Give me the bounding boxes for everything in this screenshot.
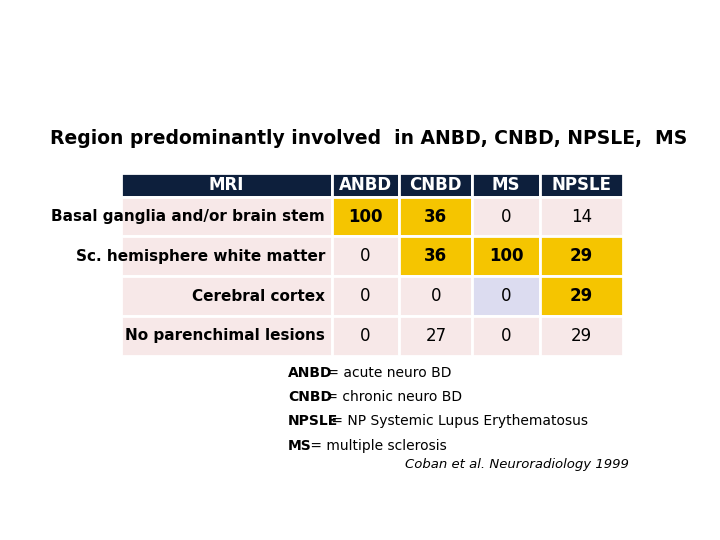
Text: NPSLE: NPSLE xyxy=(288,415,338,428)
Text: 36: 36 xyxy=(424,247,447,265)
Bar xyxy=(332,316,400,356)
Text: Basal ganglia and/or brain stem: Basal ganglia and/or brain stem xyxy=(51,209,325,224)
Bar xyxy=(472,173,540,197)
Text: MRI: MRI xyxy=(209,176,244,194)
Text: CNBD: CNBD xyxy=(410,176,462,194)
Bar xyxy=(121,173,332,197)
Text: 0: 0 xyxy=(360,247,371,265)
Bar xyxy=(121,316,332,356)
Text: NPSLE: NPSLE xyxy=(552,176,611,194)
Bar xyxy=(332,276,400,316)
Bar xyxy=(472,197,540,237)
Bar xyxy=(332,197,400,237)
Bar xyxy=(540,173,623,197)
Bar xyxy=(472,237,540,276)
Text: 100: 100 xyxy=(348,207,383,226)
Bar xyxy=(332,173,400,197)
Text: ANBD: ANBD xyxy=(288,366,333,380)
Text: = multiple sclerosis: = multiple sclerosis xyxy=(307,438,447,453)
Bar xyxy=(540,316,623,356)
Text: 36: 36 xyxy=(424,207,447,226)
Text: 0: 0 xyxy=(431,287,441,305)
Text: 100: 100 xyxy=(489,247,523,265)
Bar xyxy=(472,276,540,316)
Bar xyxy=(472,316,540,356)
Text: 27: 27 xyxy=(426,327,446,345)
Text: 29: 29 xyxy=(570,247,593,265)
Text: 29: 29 xyxy=(570,287,593,305)
Bar xyxy=(121,197,332,237)
Text: 14: 14 xyxy=(571,207,592,226)
Text: 0: 0 xyxy=(360,327,371,345)
Bar xyxy=(400,237,472,276)
Text: MS: MS xyxy=(492,176,521,194)
Text: MS: MS xyxy=(288,438,312,453)
Bar xyxy=(400,173,472,197)
Bar xyxy=(121,276,332,316)
Text: = chronic neuro BD: = chronic neuro BD xyxy=(322,390,462,404)
Text: Coban et al. Neuroradiology 1999: Coban et al. Neuroradiology 1999 xyxy=(405,458,629,471)
Text: CNBD: CNBD xyxy=(288,390,332,404)
Text: No parenchimal lesions: No parenchimal lesions xyxy=(125,328,325,343)
Text: 0: 0 xyxy=(501,327,511,345)
Bar xyxy=(400,276,472,316)
Bar xyxy=(121,237,332,276)
Bar xyxy=(540,276,623,316)
Bar xyxy=(332,237,400,276)
Text: Cerebral cortex: Cerebral cortex xyxy=(192,289,325,303)
Text: ANBD: ANBD xyxy=(339,176,392,194)
Bar xyxy=(400,197,472,237)
Text: 0: 0 xyxy=(501,207,511,226)
Text: = acute neuro BD: = acute neuro BD xyxy=(323,366,451,380)
Bar xyxy=(400,316,472,356)
Text: 29: 29 xyxy=(571,327,592,345)
Text: Sc. hemisphere white matter: Sc. hemisphere white matter xyxy=(76,249,325,264)
Text: = NP Systemic Lupus Erythematosus: = NP Systemic Lupus Erythematosus xyxy=(327,415,588,428)
Bar xyxy=(540,197,623,237)
Text: Region predominantly involved  in ANBD, CNBD, NPSLE,  MS: Region predominantly involved in ANBD, C… xyxy=(50,129,688,148)
Text: 0: 0 xyxy=(360,287,371,305)
Bar xyxy=(540,237,623,276)
Text: 0: 0 xyxy=(501,287,511,305)
